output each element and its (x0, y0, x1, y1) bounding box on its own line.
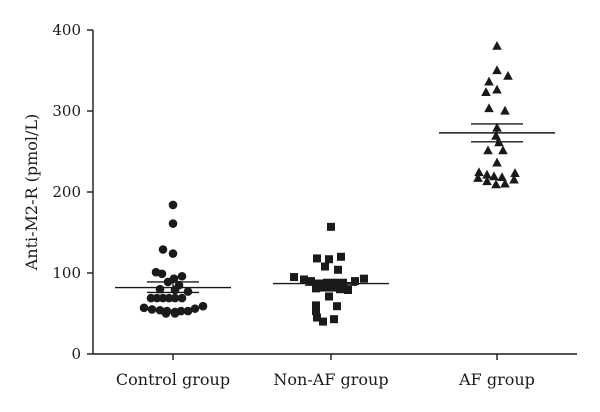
data-point-circle (157, 269, 167, 279)
y-tick-label: 0 (71, 345, 81, 363)
data-point-triangle (492, 84, 502, 94)
data-point-triangle (482, 169, 492, 179)
mean-sem-bars (115, 123, 555, 294)
data-point-square (300, 275, 308, 284)
data-point-triangle (500, 178, 510, 188)
data-point-circle (183, 306, 193, 316)
data-point-square (319, 317, 327, 326)
data-point-triangle (481, 87, 491, 96)
data-point-circle (177, 271, 187, 281)
data-point-circle (198, 301, 208, 311)
data-point-triangle (482, 176, 492, 186)
y-tick-label: 400 (52, 21, 81, 39)
data-point-triangle (497, 172, 507, 182)
data-point-square (312, 301, 320, 310)
data-point-square (333, 302, 341, 311)
y-tick-label: 200 (52, 183, 81, 201)
data-point-triangle (500, 105, 510, 115)
data-point-triangle (492, 65, 502, 75)
data-point-circle (190, 304, 200, 313)
data-point-square (321, 262, 329, 271)
data-point-square (312, 307, 320, 316)
data-point-triangle (509, 174, 519, 184)
data-point-circle (146, 293, 156, 303)
data-point-triangle (483, 145, 493, 155)
data-point-circle (158, 293, 168, 303)
data-point-triangle (510, 168, 520, 177)
data-point-circle (164, 293, 174, 303)
data-point-square (327, 222, 335, 231)
data-point-square (336, 285, 344, 294)
data-point-circle (170, 293, 180, 303)
y-ticks: 0 100 200 300 400 (52, 21, 93, 363)
data-point-circle (168, 249, 178, 258)
data-point-triangle (491, 130, 501, 140)
data-point-square (325, 255, 333, 264)
data-point-square (320, 283, 328, 292)
y-tick-label: 100 (52, 264, 81, 282)
data-point-square (328, 283, 336, 292)
data-point-square (334, 265, 342, 274)
data-point-triangle (484, 103, 494, 113)
data-point-circle (147, 305, 157, 314)
data-point-triangle (492, 157, 502, 167)
data-point-triangle (484, 76, 494, 86)
data-point-square (307, 277, 315, 286)
data-point-square (344, 286, 352, 295)
data-point-triangle (489, 171, 499, 181)
data-point-square (325, 292, 333, 301)
y-tick-label: 300 (52, 102, 81, 120)
data-point-circle (168, 219, 178, 228)
data-point-square (330, 315, 338, 324)
data-point-circle (183, 287, 193, 296)
data-point-square (290, 273, 298, 282)
x-category-label: AF group (458, 370, 535, 389)
data-point-circle (161, 309, 171, 318)
data-point-circle (152, 293, 162, 303)
data-point-circle (158, 245, 168, 254)
data-point-triangle (498, 145, 508, 155)
data-point-square (313, 254, 321, 263)
data-point-square (351, 277, 359, 286)
data-point-triangle (492, 41, 502, 50)
data-point-square (337, 252, 345, 261)
x-category-label: Non-AF group (273, 370, 388, 389)
x-ticks: Control group Non-AF group AF group (116, 354, 535, 389)
data-point-triangle (491, 179, 501, 189)
y-axis-title: Anti-M2-R (pmol/L) (22, 114, 41, 272)
data-point-circle (168, 200, 178, 210)
data-point-square (312, 284, 320, 293)
data-point-triangle (503, 70, 513, 80)
data-point-square (360, 274, 368, 283)
data-point-circle (177, 293, 187, 303)
data-point-triangle (473, 173, 483, 182)
data-point-circle (170, 309, 180, 318)
x-category-label: Control group (116, 370, 230, 389)
data-point-square (313, 313, 321, 322)
data-point-triangle (474, 167, 484, 177)
data-marks (139, 41, 520, 326)
data-point-circle (139, 303, 149, 313)
